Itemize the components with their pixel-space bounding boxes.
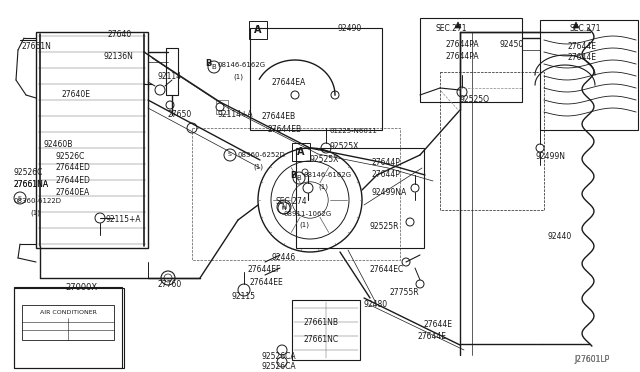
Polygon shape — [573, 22, 579, 28]
Text: 92525R: 92525R — [370, 222, 399, 231]
Text: 01225-N6011: 01225-N6011 — [330, 128, 378, 134]
Text: 27644EC: 27644EC — [370, 265, 404, 274]
Text: B: B — [296, 175, 301, 181]
Text: 08146-6162G: 08146-6162G — [303, 172, 351, 178]
Text: (1): (1) — [233, 74, 243, 80]
Text: 92480: 92480 — [364, 300, 388, 309]
Text: 27640E: 27640E — [62, 90, 91, 99]
Text: 27644ED: 27644ED — [55, 163, 90, 172]
Text: 92446: 92446 — [272, 253, 296, 262]
Text: 27650: 27650 — [168, 110, 192, 119]
Text: 27640EA: 27640EA — [55, 188, 89, 197]
Text: S: S — [18, 196, 22, 201]
Bar — [192, 128, 400, 260]
Bar — [250, 28, 382, 130]
Text: 92499N: 92499N — [535, 152, 565, 161]
Text: 92525X: 92525X — [310, 155, 339, 164]
Text: 27644PA: 27644PA — [445, 40, 479, 49]
Text: J27601LP: J27601LP — [574, 355, 609, 364]
Bar — [440, 72, 544, 210]
Text: 27661NA: 27661NA — [14, 180, 49, 189]
Bar — [36, 32, 148, 248]
Text: 27661NB: 27661NB — [303, 318, 338, 327]
Text: (1): (1) — [299, 222, 309, 228]
Text: 27644EB: 27644EB — [267, 125, 301, 134]
Text: 92526CA: 92526CA — [262, 362, 296, 371]
Text: 08911-1062G: 08911-1062G — [284, 211, 332, 217]
Bar — [216, 100, 228, 114]
Text: (1): (1) — [30, 210, 40, 217]
Text: N: N — [282, 205, 286, 211]
Text: B: B — [205, 60, 211, 68]
Text: 92526CA: 92526CA — [262, 352, 296, 361]
Text: 27644ED: 27644ED — [55, 176, 90, 185]
Text: 92525X: 92525X — [330, 142, 360, 151]
Text: A: A — [254, 25, 262, 35]
Polygon shape — [455, 22, 461, 28]
Text: 08360-6122D: 08360-6122D — [14, 198, 62, 204]
Text: 92499NA: 92499NA — [372, 188, 407, 197]
Text: 27640: 27640 — [108, 30, 132, 39]
Text: 27644P: 27644P — [372, 170, 401, 179]
Text: 27644E: 27644E — [567, 42, 596, 51]
Text: N: N — [281, 204, 286, 210]
Bar — [292, 300, 360, 360]
Text: S: S — [228, 153, 232, 157]
Text: 92450: 92450 — [500, 40, 524, 49]
Text: 27644EF: 27644EF — [248, 265, 282, 274]
Text: SEC.271: SEC.271 — [570, 24, 602, 33]
Text: (1): (1) — [318, 183, 328, 189]
Text: 27644E: 27644E — [567, 53, 596, 62]
Text: 08146-6162G: 08146-6162G — [218, 62, 266, 68]
Text: 27755R: 27755R — [390, 288, 420, 297]
Bar — [166, 48, 178, 95]
Text: 08360-6252D: 08360-6252D — [238, 152, 286, 158]
Text: AIR CONDITIONER: AIR CONDITIONER — [40, 310, 97, 315]
Bar — [296, 148, 424, 248]
Text: (1): (1) — [253, 163, 263, 170]
Text: 92114: 92114 — [158, 72, 182, 81]
Text: SEC.271: SEC.271 — [435, 24, 467, 33]
Text: J27601LP: J27601LP — [574, 355, 609, 364]
Text: 27000X: 27000X — [65, 283, 97, 292]
Bar — [22, 305, 114, 340]
Text: 92525Q: 92525Q — [460, 95, 490, 104]
Text: B: B — [212, 64, 216, 70]
Text: 27661N: 27661N — [22, 42, 52, 51]
Text: 27644P: 27644P — [372, 158, 401, 167]
Text: B: B — [290, 170, 296, 180]
Text: 27644E: 27644E — [418, 332, 447, 341]
Bar — [540, 20, 638, 130]
Text: 27644PA: 27644PA — [445, 52, 479, 61]
Bar — [14, 288, 124, 368]
Text: 92440: 92440 — [548, 232, 572, 241]
Text: 92115+A: 92115+A — [105, 215, 141, 224]
Text: 92490: 92490 — [338, 24, 362, 33]
Text: 92526C: 92526C — [14, 168, 44, 177]
Text: 92136N: 92136N — [103, 52, 133, 61]
Bar — [14, 287, 122, 368]
Text: 92114+A: 92114+A — [218, 110, 253, 119]
Text: 27760: 27760 — [158, 280, 182, 289]
Text: SEC.274: SEC.274 — [276, 197, 308, 206]
Text: 27644EA: 27644EA — [272, 78, 307, 87]
Text: 27644EB: 27644EB — [262, 112, 296, 121]
Text: 27661NA: 27661NA — [14, 180, 49, 189]
Text: 27644EE: 27644EE — [250, 278, 284, 287]
Bar — [420, 18, 522, 102]
Text: 92115: 92115 — [232, 292, 256, 301]
Text: 27661NC: 27661NC — [303, 335, 338, 344]
Text: 92460B: 92460B — [44, 140, 74, 149]
Text: 27644E: 27644E — [424, 320, 453, 329]
Text: 92526C: 92526C — [56, 152, 85, 161]
Bar — [292, 143, 310, 161]
Bar — [249, 21, 267, 39]
Text: A: A — [297, 147, 305, 157]
